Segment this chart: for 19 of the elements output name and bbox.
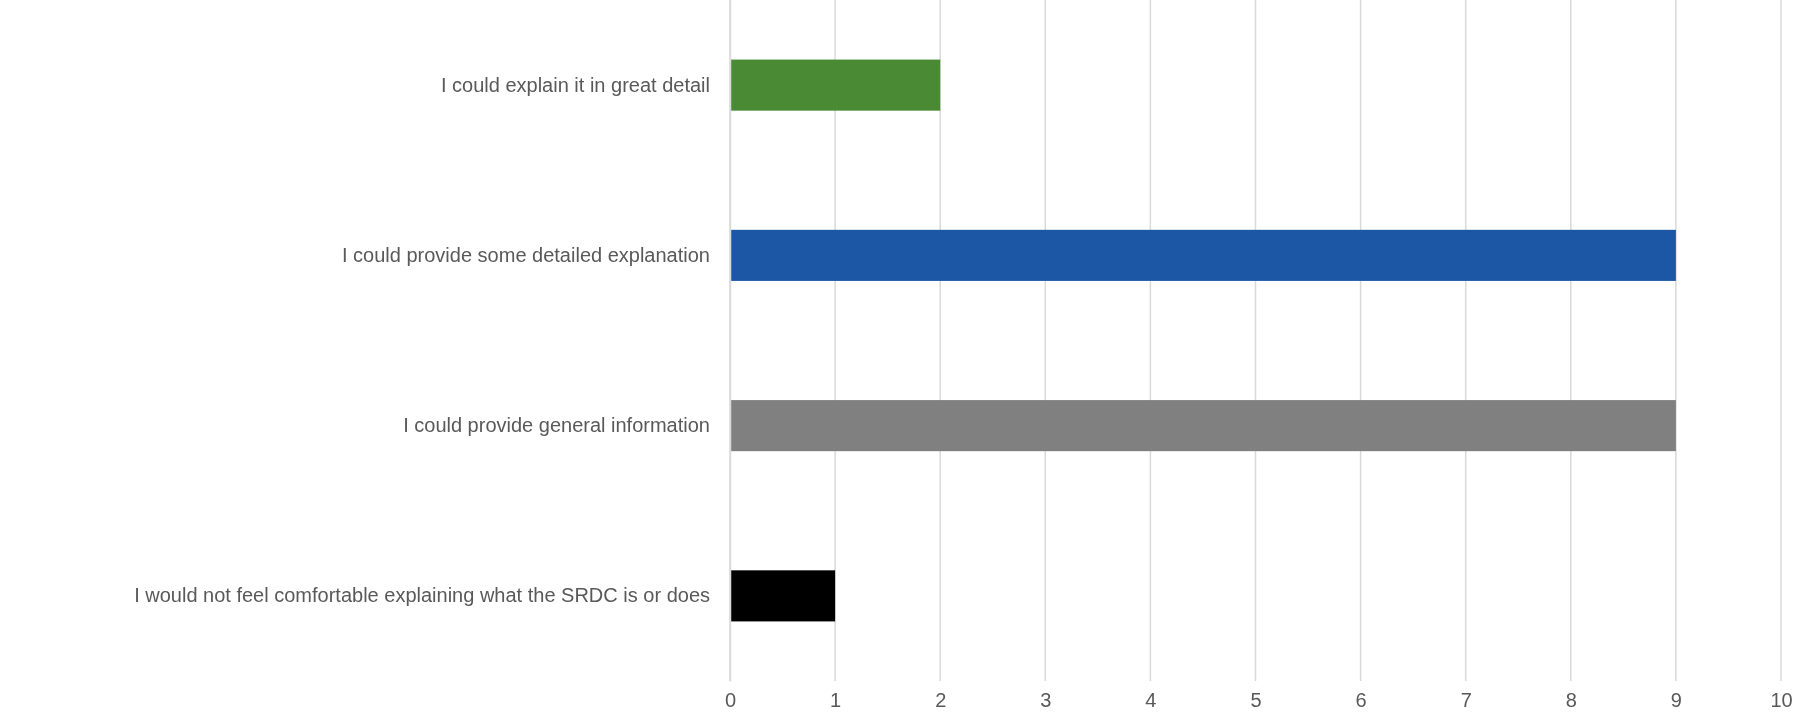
y-tick-label: I could explain it in great detail: [440, 73, 710, 96]
x-tick-label: 1: [830, 689, 842, 712]
x-tick-label: 2: [935, 689, 947, 712]
y-tick-label: I could provide some detailed explanation: [341, 243, 710, 266]
bar: [730, 400, 1676, 452]
x-tick-label: 0: [724, 689, 737, 712]
x-tick-label: 6: [1355, 689, 1367, 712]
y-tick-label: I could provide general information: [403, 414, 710, 437]
x-tick-label: 10: [1770, 689, 1793, 712]
x-tick-label: 5: [1250, 689, 1262, 712]
bar: [730, 59, 941, 111]
x-tick-label: 8: [1565, 689, 1577, 712]
x-tick-label: 7: [1460, 689, 1472, 712]
x-tick-label: 3: [1040, 689, 1052, 712]
bar: [730, 570, 836, 622]
x-tick-label: 9: [1670, 689, 1682, 712]
x-tick-label: 4: [1145, 689, 1157, 712]
bar: [730, 229, 1676, 281]
y-tick-label: I would not feel comfortable explaining what the SRDC is or does: [134, 584, 710, 607]
